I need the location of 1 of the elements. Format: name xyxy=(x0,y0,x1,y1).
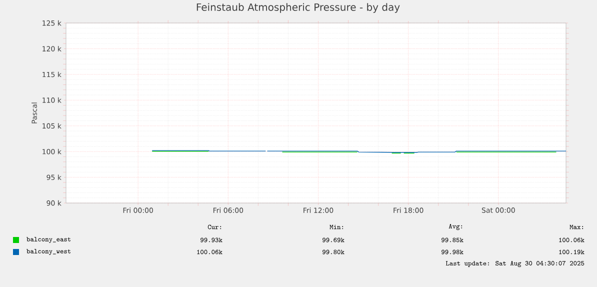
chart-title: Feinstaub Atmospheric Pressure - by day xyxy=(196,3,400,13)
